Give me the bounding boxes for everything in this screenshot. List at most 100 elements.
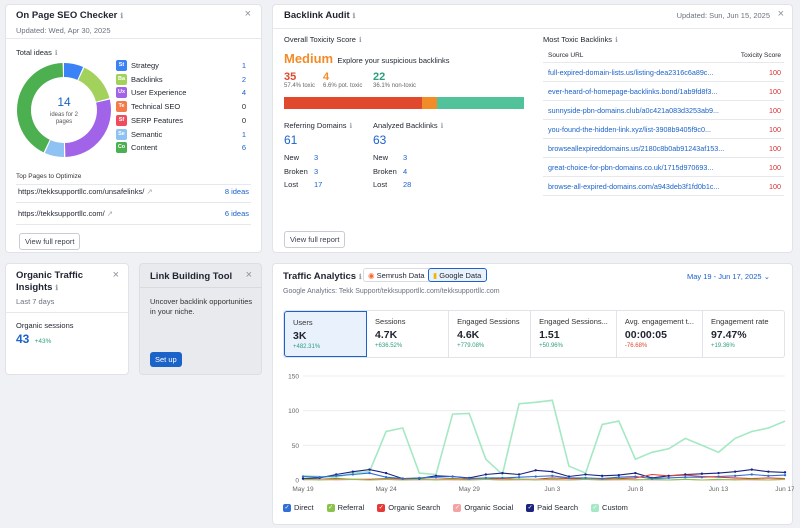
idea-category-row[interactable]: St Strategy 1 bbox=[116, 60, 246, 72]
organic-traffic-title[interactable]: Organic Traffic Insights ℹ bbox=[16, 270, 84, 293]
data-point[interactable] bbox=[368, 471, 371, 475]
data-point[interactable] bbox=[301, 475, 305, 478]
data-point[interactable] bbox=[684, 476, 687, 479]
metric-tile[interactable]: Avg. engagement t... 00:00:05 -76.68% bbox=[617, 311, 703, 357]
data-point[interactable] bbox=[351, 473, 355, 476]
page-url[interactable]: https://tekksupportllc.com/ ↗ bbox=[18, 209, 114, 218]
data-point[interactable] bbox=[634, 475, 637, 478]
metric-tile[interactable]: Sessions 4.7K +636.52% bbox=[367, 311, 450, 357]
data-point[interactable] bbox=[517, 473, 521, 476]
data-point[interactable] bbox=[551, 470, 554, 473]
series-line-direct[interactable] bbox=[302, 472, 786, 480]
close-icon[interactable]: × bbox=[245, 269, 252, 281]
date-range-selector[interactable]: May 19 - Jun 17, 2025 ⌄ bbox=[686, 272, 770, 281]
toxic-backlink-url[interactable]: browseallexpireddomains.us/2180c8b0ab912… bbox=[548, 144, 725, 153]
data-point[interactable] bbox=[684, 473, 687, 476]
data-point[interactable] bbox=[318, 476, 321, 479]
page-ideas-link[interactable]: 8 ideas bbox=[224, 187, 249, 196]
legend-item[interactable]: ✓ Organic Social bbox=[453, 503, 513, 512]
data-point[interactable] bbox=[700, 476, 704, 479]
close-icon[interactable]: × bbox=[244, 8, 251, 20]
series-line-custom[interactable] bbox=[302, 399, 786, 479]
ref-new-link[interactable]: 3 bbox=[314, 153, 319, 162]
toxic-backlink-url[interactable]: great-choice-for-pbn-domains.co.uk/1715d… bbox=[548, 163, 714, 172]
data-point[interactable] bbox=[600, 474, 604, 478]
data-point[interactable] bbox=[384, 471, 388, 475]
series-line-organic-search[interactable] bbox=[303, 473, 786, 480]
organic-sessions-value[interactable]: 43 bbox=[16, 332, 30, 346]
data-point[interactable] bbox=[351, 470, 355, 473]
checkbox-icon[interactable]: ✓ bbox=[283, 503, 291, 512]
data-point[interactable] bbox=[584, 476, 587, 480]
data-point[interactable] bbox=[733, 474, 737, 478]
data-point[interactable] bbox=[783, 473, 787, 477]
data-point[interactable] bbox=[783, 471, 787, 474]
toxic-backlink-url[interactable]: you-found-the-hidden-link.xyz/list-3908b… bbox=[548, 125, 712, 134]
data-point[interactable] bbox=[401, 477, 404, 480]
view-full-report-button[interactable]: View full report bbox=[284, 231, 346, 248]
data-point[interactable] bbox=[418, 476, 421, 480]
checkbox-icon[interactable]: ✓ bbox=[526, 503, 535, 512]
data-point[interactable] bbox=[717, 475, 720, 478]
data-point[interactable] bbox=[434, 476, 438, 479]
data-point[interactable] bbox=[650, 477, 654, 480]
metric-tile[interactable]: Engaged Sessions 4.6K +779.08% bbox=[449, 311, 532, 357]
donut-slice-backlinks[interactable] bbox=[78, 67, 110, 102]
analyzed-lost-link[interactable]: 28 bbox=[403, 180, 412, 189]
donut-slice-content[interactable] bbox=[16, 63, 64, 153]
link-building-title[interactable]: Link Building Tool bbox=[150, 271, 233, 282]
category-count[interactable]: 1 bbox=[241, 129, 246, 139]
info-icon[interactable]: ℹ bbox=[54, 50, 58, 57]
close-icon[interactable]: × bbox=[112, 269, 119, 281]
traffic-analytics-title[interactable]: Traffic Analytics ℹ bbox=[283, 271, 362, 282]
toxic-backlink-url[interactable]: sunnyside-pbn-domains.club/a0c421a083d32… bbox=[548, 106, 720, 115]
category-count[interactable]: 6 bbox=[241, 143, 246, 153]
info-icon[interactable]: ℹ bbox=[358, 37, 362, 44]
info-icon[interactable]: ℹ bbox=[120, 13, 124, 20]
ref-broken-link[interactable]: 3 bbox=[314, 166, 319, 176]
data-point[interactable] bbox=[617, 476, 620, 479]
data-point[interactable] bbox=[700, 472, 704, 475]
data-point[interactable] bbox=[501, 476, 504, 480]
category-count[interactable]: 0 bbox=[241, 102, 246, 112]
data-point[interactable] bbox=[733, 470, 737, 473]
category-count[interactable]: 0 bbox=[241, 115, 246, 125]
legend-item[interactable]: ✓ Custom bbox=[591, 503, 628, 512]
category-count[interactable]: 4 bbox=[241, 88, 246, 98]
data-point[interactable] bbox=[534, 475, 537, 478]
view-full-report-button[interactable]: View full report bbox=[19, 233, 81, 250]
data-point[interactable] bbox=[750, 468, 753, 471]
idea-category-row[interactable]: Sf SERP Features 0 bbox=[116, 114, 246, 127]
donut-slice-semantic[interactable] bbox=[44, 140, 64, 157]
info-icon[interactable]: ℹ bbox=[349, 123, 353, 130]
toxicity-tagline[interactable]: Explore your suspicious backlinks bbox=[337, 56, 450, 65]
info-icon[interactable]: ℹ bbox=[440, 123, 444, 130]
checkbox-icon[interactable]: ✓ bbox=[453, 503, 462, 512]
idea-category-row[interactable]: Se Semantic 1 bbox=[116, 128, 246, 141]
col-toxicity-score[interactable]: Toxicity Score bbox=[740, 52, 781, 59]
analyzed-new-link[interactable]: 3 bbox=[403, 153, 408, 162]
data-point[interactable] bbox=[750, 473, 753, 476]
data-point[interactable] bbox=[767, 474, 770, 478]
legend-item[interactable]: ✓ Paid Search bbox=[526, 503, 578, 512]
data-point[interactable] bbox=[767, 470, 770, 473]
data-point[interactable] bbox=[600, 477, 604, 480]
donut-slice-strategy[interactable] bbox=[64, 63, 84, 80]
data-point[interactable] bbox=[301, 477, 305, 480]
data-point[interactable] bbox=[567, 476, 571, 480]
data-point[interactable] bbox=[534, 469, 537, 472]
legend-item[interactable]: ✓ Organic Search bbox=[377, 503, 440, 512]
data-point[interactable] bbox=[484, 473, 488, 476]
data-point[interactable] bbox=[384, 476, 388, 479]
data-point[interactable] bbox=[667, 474, 670, 478]
series-line-referral[interactable] bbox=[302, 478, 786, 481]
checkbox-icon[interactable]: ✓ bbox=[377, 503, 386, 512]
checkbox-icon[interactable]: ✓ bbox=[326, 503, 335, 512]
analyzed-broken-link[interactable]: 4 bbox=[403, 166, 408, 176]
info-icon[interactable]: ℹ bbox=[615, 37, 618, 44]
data-point[interactable] bbox=[584, 473, 587, 476]
data-point[interactable] bbox=[634, 471, 637, 475]
metric-tile[interactable]: Engaged Sessions... 1.51 +50.96% bbox=[531, 311, 617, 357]
data-point[interactable] bbox=[517, 476, 521, 479]
idea-category-row[interactable]: Te Technical SEO 0 bbox=[116, 101, 246, 113]
